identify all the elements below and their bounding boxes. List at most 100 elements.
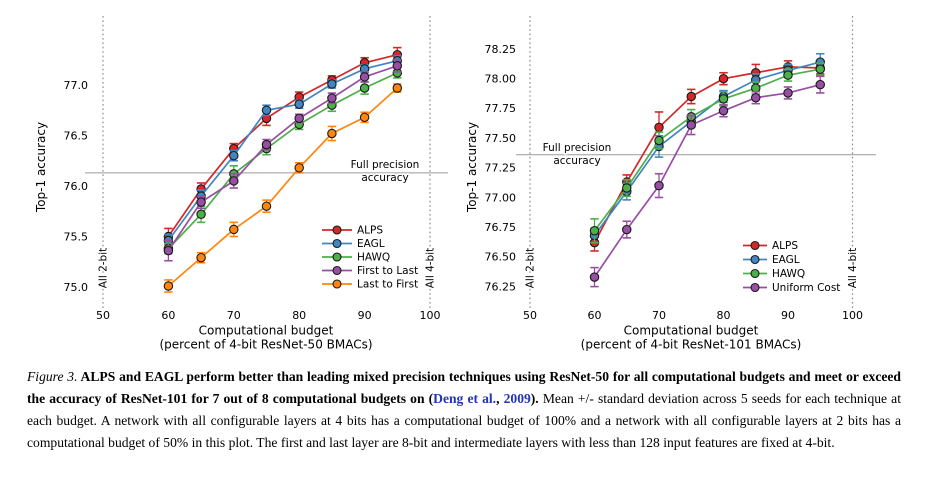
boundary-label-all-4-bit: All 4-bit: [847, 248, 859, 289]
full-precision-label: accuracy: [553, 155, 600, 167]
series-line-last-to-first: [167, 87, 398, 287]
data-point-hawq-95: [815, 64, 825, 74]
x-axis-title: (percent of 4-bit ResNet-50 BMACs): [159, 338, 372, 352]
series-line-hawq: [167, 72, 398, 250]
data-point-last-to-first-95: [392, 83, 403, 93]
data-point-uniform-cost-85: [750, 92, 761, 103]
full-precision-label: accuracy: [361, 172, 408, 184]
legend-label-alps: ALPS: [357, 225, 383, 237]
y-tick-label: 77.25: [485, 162, 517, 175]
data-point-last-to-first-65: [196, 252, 206, 263]
series-eagl: [589, 52, 825, 244]
x-axis-title: (percent of 4-bit ResNet-101 BMACs): [581, 338, 802, 352]
x-tick-label: 50: [523, 309, 537, 322]
series-line-first-to-last: [167, 65, 398, 252]
x-tick-label: 100: [420, 309, 441, 322]
data-point-hawq-90: [359, 83, 370, 93]
data-point-uniform-cost-75: [686, 120, 697, 130]
data-point-uniform-cost-60: [589, 272, 600, 282]
legend-label-uniform-cost: Uniform Cost: [772, 282, 840, 294]
y-tick-label: 76.25: [485, 280, 517, 293]
x-tick-label: 50: [96, 309, 110, 322]
data-point-hawq-90: [783, 70, 793, 80]
y-tick-label: 78.25: [485, 43, 517, 56]
x-tick-label: 70: [227, 309, 241, 322]
caption-figure-label: Figure 3.: [27, 369, 78, 384]
data-point-last-to-first-80: [294, 163, 304, 173]
data-point-hawq-65: [622, 183, 632, 193]
series-uniform-cost: [589, 75, 825, 288]
data-point-last-to-first-70: [229, 224, 239, 235]
y-tick-label: 75.0: [64, 281, 89, 294]
series-first-to-last: [163, 58, 403, 262]
y-tick-label: 76.0: [64, 180, 89, 193]
data-point-first-to-last-90: [359, 72, 370, 82]
series-line-hawq: [593, 68, 821, 232]
x-axis-title: Computational budget: [624, 324, 759, 338]
y-tick-label: 76.75: [485, 221, 517, 234]
legend-label-alps: ALPS: [772, 240, 798, 252]
full-precision-label: Full precision: [351, 159, 420, 171]
x-tick-label: 70: [652, 309, 666, 322]
legend-label-eagl: EAGL: [772, 254, 800, 266]
full-precision-label: Full precision: [543, 142, 612, 154]
legend-label-eagl: EAGL: [357, 238, 385, 250]
data-point-first-to-last-65: [196, 197, 206, 207]
series-line-alps: [593, 65, 821, 244]
data-point-last-to-first-75: [261, 201, 272, 211]
caption-cite-separator: ,: [496, 391, 504, 406]
data-point-alps-80: [718, 73, 729, 84]
data-point-first-to-last-80: [294, 113, 304, 124]
data-point-uniform-cost-95: [815, 79, 825, 90]
y-axis-title: Top-1 accuracy: [34, 122, 48, 213]
legend-marker-last-to-first: [332, 279, 342, 289]
data-point-last-to-first-90: [359, 112, 370, 123]
caption-bold-close: ).: [530, 391, 539, 406]
x-tick-label: 100: [842, 309, 863, 322]
data-point-last-to-first-60: [163, 281, 174, 291]
legend-marker-alps: [750, 240, 760, 251]
data-point-eagl-85: [327, 79, 337, 89]
chart-resnet101: All 2-bit All 4-bit Full precisionaccuracy…: [465, 16, 876, 352]
x-tick-label: 90: [358, 309, 372, 322]
data-point-hawq-80: [718, 94, 729, 104]
x-tick-label: 80: [292, 309, 306, 322]
figure-caption: Figure 3. ALPS and EAGL perform better t…: [27, 366, 901, 454]
data-point-eagl-70: [229, 150, 239, 161]
y-axis-title: Top-1 accuracy: [465, 122, 479, 213]
y-tick-label: 75.5: [64, 230, 89, 243]
data-point-first-to-last-85: [327, 93, 337, 103]
data-point-alps-70: [654, 122, 664, 133]
data-point-alps-75: [686, 91, 697, 102]
data-point-uniform-cost-65: [622, 224, 632, 235]
x-axis-title: Computational budget: [199, 324, 334, 338]
series-line-eagl: [167, 59, 398, 242]
citation-link-authors[interactable]: Deng et al.: [433, 391, 497, 406]
series-hawq: [589, 62, 825, 244]
legend: ALPS EAGL HAWQ Uniform Cost: [743, 240, 840, 294]
data-point-uniform-cost-80: [718, 106, 729, 116]
legend-label-first-to-last: First to Last: [357, 265, 418, 277]
data-point-hawq-65: [196, 209, 206, 220]
data-point-first-to-last-70: [229, 176, 239, 186]
figure-charts: All 2-bit All 4-bit Full precision accuracy…: [34, 16, 876, 352]
caption-body-text: Mean +/- standard deviation across 5 see…: [27, 391, 901, 450]
x-tick-label: 60: [588, 309, 602, 322]
x-tick-label: 60: [161, 309, 175, 322]
y-tick-label: 76.5: [64, 129, 89, 142]
citation-link-year[interactable]: 2009: [503, 391, 531, 406]
legend-label-hawq: HAWQ: [357, 252, 390, 264]
y-tick-label: 77.50: [485, 132, 517, 145]
boundary-label-all-4-bit: All 4-bit: [425, 248, 437, 289]
y-tick-label: 78.00: [485, 73, 517, 86]
series-line-eagl: [593, 61, 821, 237]
legend-label-hawq: HAWQ: [772, 268, 805, 280]
legend-marker-eagl: [750, 254, 760, 265]
boundary-label-all-2-bit: All 2-bit: [98, 248, 110, 289]
x-tick-label: 80: [717, 309, 731, 322]
data-point-uniform-cost-70: [654, 180, 664, 191]
caption-bold-intro: ALPS and EAGL perform better than leadin…: [27, 369, 901, 406]
data-point-first-to-last-75: [261, 139, 272, 150]
data-point-eagl-75: [261, 105, 272, 116]
